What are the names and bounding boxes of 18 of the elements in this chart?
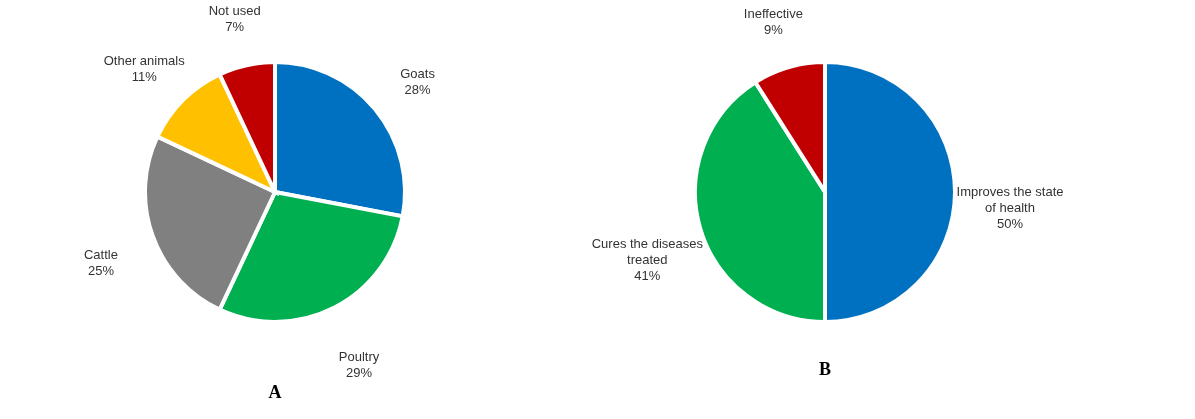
slice-label: Goats [400,66,436,82]
data-label: 11% [131,69,158,85]
slice-label: Not used [208,3,261,19]
slice-label: Cattle [83,246,118,262]
text: A [268,381,282,402]
slice-label: Other animals [103,53,186,69]
data-label: 9% [763,22,784,38]
slice-label: Poultry [338,348,380,364]
slice-label: Ineffective [743,6,803,22]
text: B [818,359,832,379]
data-label: 29% [345,364,373,380]
data-label: 25% [87,262,115,278]
data-label: 7% [225,19,245,35]
data-label: 50% [996,216,1024,231]
data-label: 28% [404,82,431,98]
data-label: 41% [634,267,661,283]
slice-label: Cures the diseases treated [591,235,704,267]
slice-label: Improves the state of health [956,184,1064,215]
